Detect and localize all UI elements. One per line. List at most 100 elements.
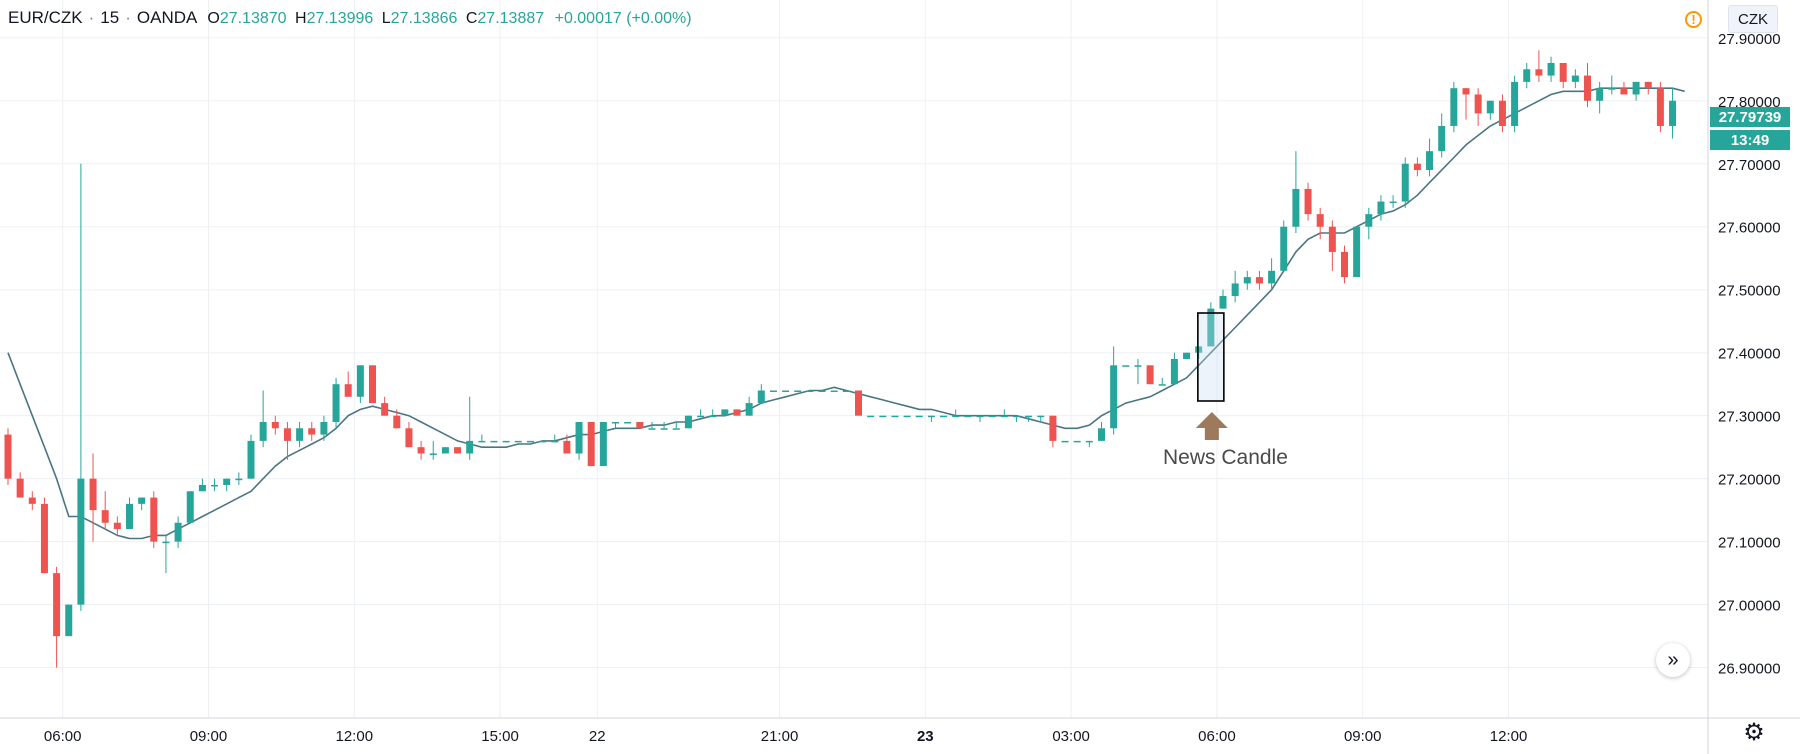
y-tick-label: 27.90000 [1718, 31, 1781, 48]
candle [1049, 415, 1057, 448]
candle-body [211, 484, 219, 487]
candle [441, 447, 449, 454]
candle [1207, 302, 1215, 347]
candle [1426, 138, 1434, 177]
candle [1656, 81, 1664, 133]
candle [1608, 75, 1616, 95]
candle [891, 415, 899, 418]
candle [1584, 62, 1591, 108]
x-tick-label: 06:00 [1198, 728, 1236, 745]
candle [1486, 100, 1494, 120]
candle-body [733, 409, 741, 416]
x-tick-label: 21:00 [761, 728, 799, 745]
candle-body [1571, 75, 1579, 82]
candle [927, 415, 935, 422]
candle-body [721, 409, 729, 416]
candle-body [454, 447, 462, 454]
candle [381, 396, 389, 416]
candle [1195, 346, 1203, 359]
candle-body [891, 415, 899, 418]
candle-body [393, 415, 401, 429]
candle-body [174, 522, 182, 542]
candle-body [356, 365, 364, 397]
symbol-name[interactable]: EUR/CZK [8, 8, 83, 27]
candle [1559, 62, 1567, 89]
candle [1012, 415, 1020, 422]
candle [745, 396, 753, 416]
candle [320, 415, 328, 441]
candle-body [976, 415, 984, 418]
candle-body [940, 415, 948, 418]
y-tick-label: 27.10000 [1718, 535, 1781, 552]
candle-body [660, 428, 668, 430]
candle [138, 497, 146, 511]
candle [563, 434, 571, 454]
candle-body [1559, 62, 1567, 82]
candle [1134, 359, 1142, 385]
candle [1110, 346, 1118, 435]
candle [1413, 157, 1421, 177]
candle [709, 409, 717, 418]
candle [150, 491, 158, 548]
candle [429, 440, 437, 460]
candle-body [551, 440, 559, 443]
candle-body [855, 390, 862, 416]
candle [296, 421, 304, 448]
low-key: L [381, 10, 391, 27]
interval-label[interactable]: 15 [100, 8, 120, 27]
candle [721, 409, 729, 416]
candle-body [1426, 151, 1434, 171]
candle-body [1584, 75, 1591, 101]
candle-body [672, 428, 680, 430]
legend-separator: · [125, 8, 131, 27]
candle-body [1365, 214, 1373, 227]
symbol-legend[interactable]: EUR/CZK · 15 · OANDA O27.13870 H27.13996… [8, 8, 692, 28]
grid [0, 0, 1708, 718]
candle-body [1073, 440, 1081, 443]
candle-body [429, 453, 437, 455]
candle-body [1669, 100, 1677, 126]
currency-badge[interactable]: CZK [1728, 5, 1778, 33]
candle [1170, 352, 1178, 385]
candle [612, 421, 619, 429]
candle [1231, 270, 1239, 303]
candle-body [138, 497, 146, 504]
candle [1377, 195, 1385, 221]
candle [1243, 270, 1251, 290]
y-tick-label: 26.90000 [1718, 661, 1781, 678]
candle-body [1486, 100, 1494, 114]
candle [1098, 421, 1105, 441]
candle-body [1353, 226, 1361, 278]
double-chevron-right-icon[interactable]: » [1656, 643, 1690, 677]
candle-body [1620, 88, 1628, 95]
candle [648, 421, 656, 430]
candle-body [903, 415, 911, 418]
candle-body [1523, 69, 1531, 82]
candle-body [915, 415, 923, 418]
candle-body [636, 421, 644, 429]
candle-body [1462, 88, 1470, 95]
candle [1669, 88, 1677, 139]
candle-body [709, 415, 717, 418]
warning-icon[interactable]: ! [1685, 11, 1702, 28]
candle [113, 516, 121, 536]
high-value: 27.13996 [306, 10, 374, 27]
candle-body [1207, 308, 1215, 347]
candle [1268, 258, 1276, 290]
candle [1037, 415, 1045, 422]
y-tick-label: 27.00000 [1718, 598, 1781, 615]
candle-body [1316, 214, 1324, 227]
candle [1547, 56, 1555, 82]
candle [684, 415, 692, 429]
candle-body [1158, 384, 1166, 386]
candle-body [684, 415, 692, 429]
candle-body [1328, 226, 1336, 252]
candle [162, 535, 170, 574]
candle-body [612, 421, 619, 424]
candle [539, 440, 547, 443]
candle [1122, 365, 1130, 367]
gear-icon[interactable]: ⚙ [1743, 718, 1765, 746]
moving-average [7, 87, 1685, 540]
